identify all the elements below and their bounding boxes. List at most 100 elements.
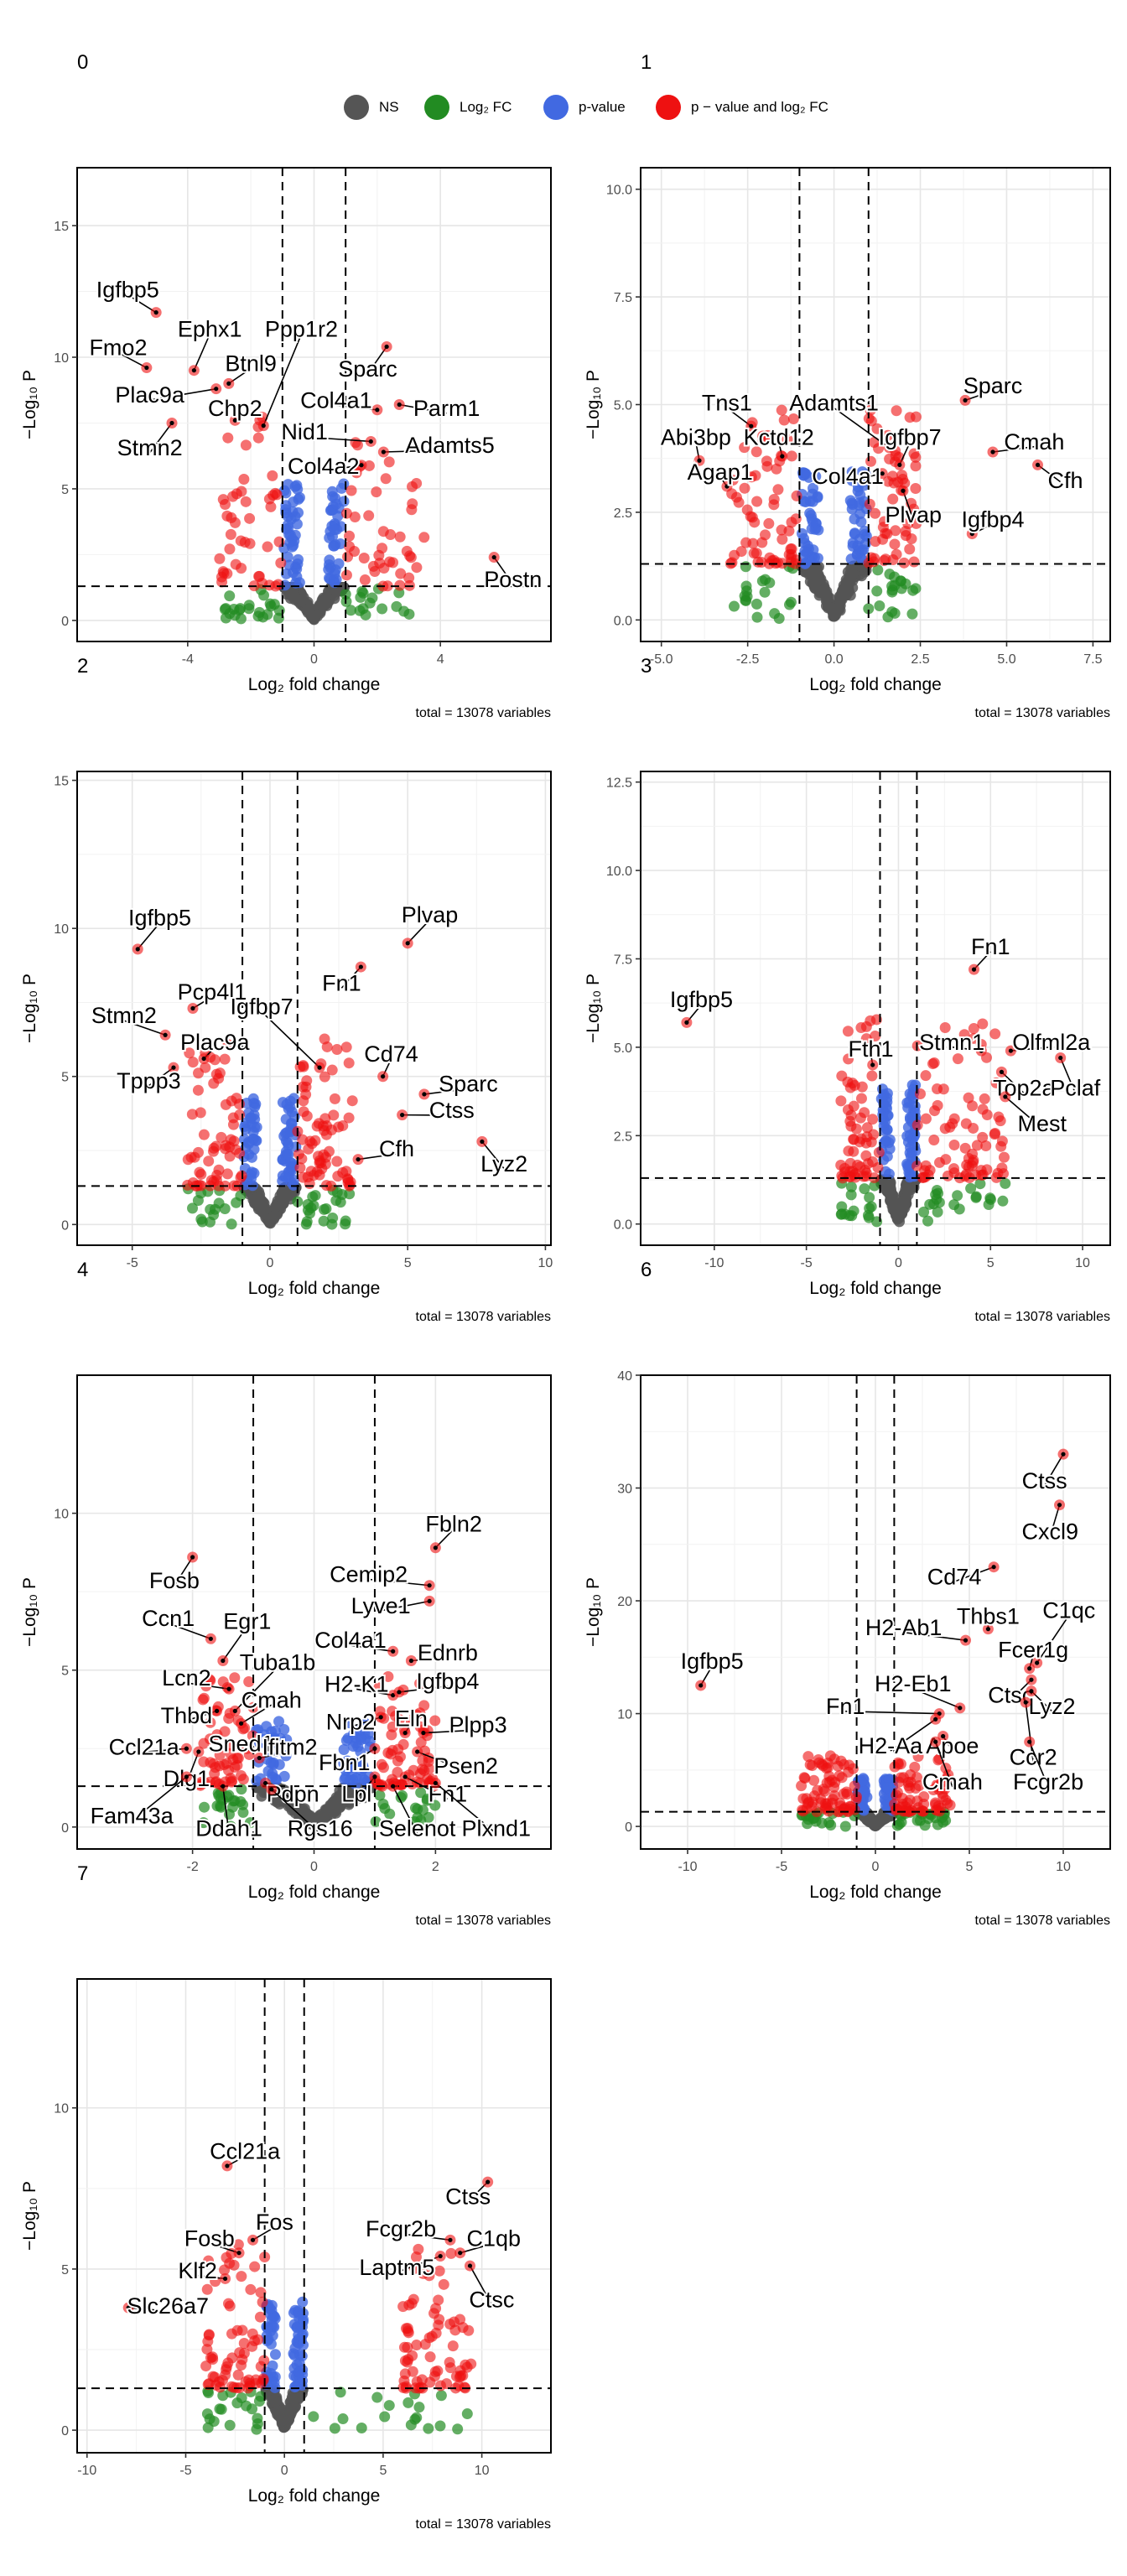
point-significant	[236, 2354, 248, 2366]
label-connector	[890, 1718, 937, 1752]
point-pvalue	[278, 1770, 290, 1782]
label-arrow-tip	[232, 418, 237, 423]
point-significant	[344, 530, 356, 542]
label-arrow-tip	[1029, 1677, 1034, 1682]
point-significant	[402, 2323, 413, 2334]
point-significant	[776, 558, 788, 569]
point-significant	[952, 1053, 963, 1065]
y-tick-label: 5.0	[614, 1041, 632, 1056]
point-pvalue	[273, 1758, 285, 1770]
x-tick-label: -4	[182, 652, 194, 667]
point-significant	[213, 2376, 225, 2387]
point-significant	[958, 1029, 970, 1041]
point-significant	[463, 2324, 475, 2336]
label-arrow-tip	[941, 1733, 946, 1739]
grid	[77, 1979, 551, 2453]
point-log2fc	[356, 2423, 367, 2434]
label-arrow-tip	[415, 1749, 420, 1754]
point-ns	[846, 563, 858, 574]
point-significant	[350, 437, 361, 449]
point-significant	[870, 507, 881, 519]
point-significant	[271, 489, 283, 501]
point-significant	[453, 2380, 465, 2392]
label-arrow-tip	[221, 1784, 226, 1789]
point-significant	[735, 546, 747, 558]
point-significant	[230, 558, 242, 570]
point-significant	[182, 1179, 194, 1191]
gene-label: Thbd	[161, 1703, 213, 1728]
y-axis-title: −Log₁₀ P	[20, 370, 39, 439]
label-arrow-tip	[697, 458, 702, 463]
labeled-points: Ccl21a Fos Fosb Klf2 Slc26a7 Ctss Fcgr2b C1qb La…	[122, 2137, 522, 2320]
point-log2fc	[215, 1800, 226, 1812]
point-significant	[298, 1095, 309, 1107]
label-connector	[423, 1088, 469, 1095]
label-connector	[834, 407, 890, 449]
label-arrow-tip	[375, 408, 380, 413]
point-significant	[843, 1145, 854, 1157]
point-significant	[231, 1759, 243, 1771]
label-arrow-tip	[144, 365, 149, 371]
label-connector	[934, 1741, 953, 1788]
x-axis-title: Log₂ fold change	[248, 2486, 381, 2506]
point-significant	[904, 1783, 916, 1794]
point-significant	[198, 1737, 210, 1749]
gene-label: H2-Eb1	[875, 1671, 952, 1696]
label-arrow-tip	[1008, 1048, 1014, 1053]
point-log2fc	[864, 1192, 875, 1203]
point-ns	[865, 1816, 877, 1828]
y-tick-label: 10	[54, 922, 69, 937]
y-tick-label: 0.0	[614, 1218, 632, 1233]
point-log2fc	[268, 599, 280, 610]
point-significant	[939, 1022, 951, 1034]
point-log2fc	[931, 1184, 943, 1196]
point-log2fc	[262, 609, 273, 621]
label-arrow-tip	[448, 2237, 453, 2242]
label-arrow-tip	[196, 1749, 201, 1754]
grid	[641, 771, 1110, 1245]
legend-label-both: p − value and log₂ FC	[691, 99, 828, 115]
grid	[77, 771, 551, 1245]
point-significant	[993, 1111, 1005, 1123]
background-points	[835, 1014, 1011, 1228]
point-significant	[835, 1095, 847, 1107]
gene-label: Fbn1	[319, 1750, 371, 1775]
point-significant	[198, 1129, 210, 1140]
label-arrow-tip	[169, 420, 174, 426]
point-significant	[979, 1093, 990, 1104]
point-log2fc	[783, 599, 795, 610]
x-tick-label: 10	[1075, 1256, 1090, 1270]
point-significant	[424, 2351, 436, 2363]
point-pvalue	[355, 1746, 366, 1758]
point-significant	[255, 2360, 267, 2372]
gene-label: Nrp2	[326, 1709, 376, 1734]
point-log2fc	[307, 1191, 319, 1202]
point-log2fc	[769, 608, 781, 620]
point-pvalue	[278, 1723, 290, 1735]
point-significant	[959, 1171, 971, 1182]
label-arrow-tip	[1027, 1666, 1032, 1671]
label-connector	[460, 2242, 494, 2254]
label-connector	[423, 1729, 479, 1734]
point-significant	[219, 1053, 231, 1065]
point-log2fc	[417, 1805, 428, 1816]
point-log2fc	[236, 2392, 247, 2403]
point-significant	[397, 1738, 409, 1750]
labeled-points: Fosb Ccn1 Egr1 Tuba1b Lcn2 Cmah Thbd Ccl21a Sned…	[89, 1510, 532, 1843]
point-pvalue	[847, 540, 859, 552]
y-axis-title: −Log₁₀ P	[584, 974, 603, 1043]
label-connector	[357, 1153, 397, 1161]
point-pvalue	[268, 1732, 280, 1744]
point-significant	[225, 528, 236, 540]
x-tick-label: 10	[475, 2464, 490, 2478]
point-significant	[929, 1105, 941, 1117]
x-tick-label: 2.5	[911, 652, 929, 667]
point-significant	[430, 2303, 442, 2314]
label-arrow-tip	[405, 941, 410, 946]
point-significant	[868, 556, 880, 568]
point-significant	[815, 1793, 827, 1805]
point-significant	[892, 1757, 904, 1768]
label-connector	[222, 1786, 230, 1834]
label-connector	[1059, 1057, 1077, 1093]
point-significant	[910, 460, 922, 472]
